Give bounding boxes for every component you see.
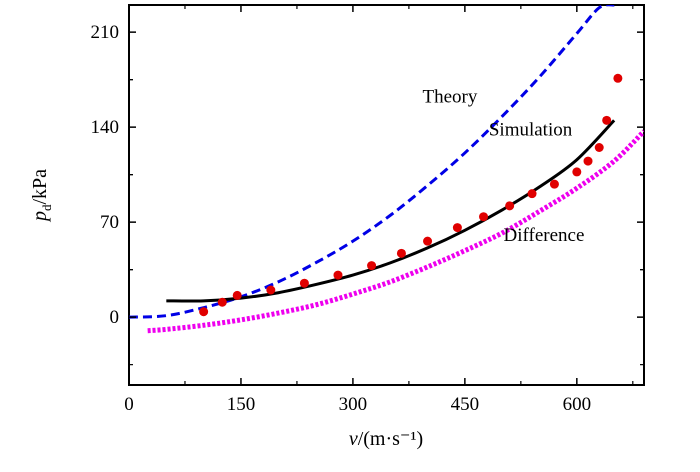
- annotation-layer: Theory Simulation Difference: [423, 87, 585, 246]
- data-point: [479, 212, 489, 222]
- data-point: [299, 278, 309, 288]
- data-point: [367, 261, 377, 271]
- data-point: [232, 290, 242, 300]
- plot-frame: [128, 4, 645, 386]
- series-line-difference: [147, 129, 644, 334]
- data-point: [396, 248, 406, 258]
- y-tick-label: 0: [110, 307, 120, 328]
- x-tick-label: 150: [227, 394, 256, 415]
- x-axis-label: v/(m·s⁻¹): [349, 428, 423, 450]
- x-tick-label: 0: [124, 394, 134, 415]
- x-tick-label: 300: [339, 394, 368, 415]
- data-point: [423, 236, 433, 246]
- data-point: [527, 189, 537, 199]
- y-tick-label: 210: [91, 22, 120, 43]
- annotation-theory: Theory: [423, 87, 478, 108]
- x-tick-label: 600: [563, 394, 592, 415]
- data-point: [217, 297, 227, 307]
- data-point: [452, 223, 462, 233]
- annotation-simulation: Simulation: [489, 119, 573, 140]
- data-point: [266, 285, 276, 295]
- tick-layer: 0 150 300 450 600 0 70 140 210: [91, 5, 644, 415]
- annotation-difference: Difference: [504, 225, 585, 246]
- y-axis-label: pd/kPa: [29, 169, 54, 223]
- data-point: [199, 307, 209, 317]
- data-point: [505, 201, 515, 211]
- data-point: [583, 156, 593, 166]
- data-point: [602, 115, 612, 125]
- series-line-theory: [129, 5, 615, 319]
- data-point: [572, 167, 582, 177]
- data-point: [594, 143, 604, 152]
- series-layer: [129, 5, 644, 334]
- data-point: [549, 179, 559, 189]
- y-tick-label: 70: [100, 212, 119, 233]
- series-line-simulation: [166, 119, 616, 303]
- y-tick-label: 140: [91, 117, 120, 138]
- x-tick-label: 450: [451, 394, 480, 415]
- data-point: [333, 270, 343, 280]
- data-point: [613, 73, 623, 83]
